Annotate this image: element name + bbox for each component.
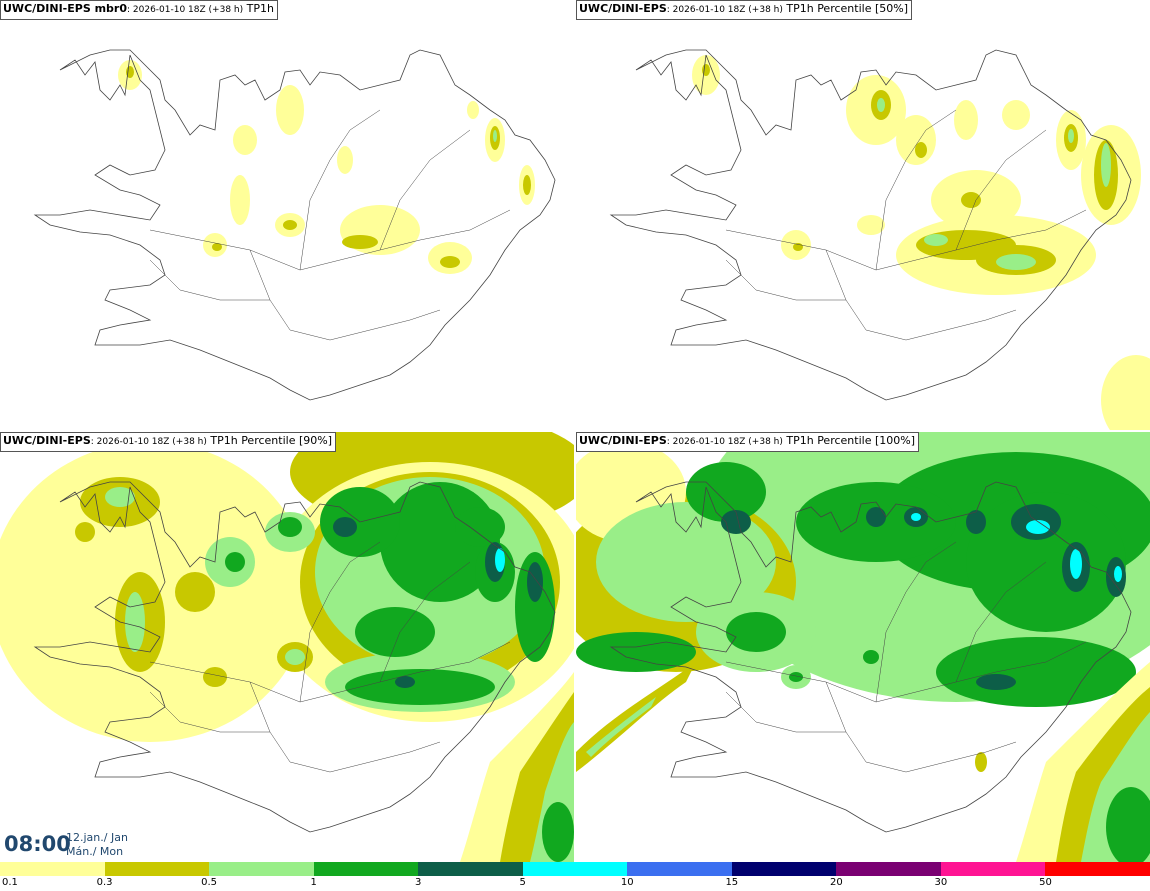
map-panel-p50: UWC/DINI-EPS: 2026-01-10 18Z (+38 h) TP1… xyxy=(576,0,1150,430)
roads xyxy=(149,541,511,773)
map-panel-p90: UWC/DINI-EPS: 2026-01-10 18Z (+38 h) TP1… xyxy=(0,432,574,862)
iceland-coastline xyxy=(609,481,1132,833)
legend-swatch xyxy=(940,862,1046,876)
legend-swatch xyxy=(418,862,523,876)
valid-time-box: 08:00 12.jan./ Jan Mán./ Mon xyxy=(0,826,140,862)
iceland-coastline xyxy=(609,49,1132,401)
legend-swatch xyxy=(1045,862,1150,876)
legend-label: 0.1 xyxy=(2,877,18,888)
precip-shading xyxy=(576,432,1150,862)
color-legend: 0.1 0.3 0.5 1 3 5 10 15 20 30 50 xyxy=(0,862,1150,891)
roads xyxy=(725,541,1087,773)
legend-swatch xyxy=(209,862,314,876)
legend-swatch xyxy=(627,862,732,876)
legend-label: 15 xyxy=(725,877,739,888)
legend-labels: 0.1 0.3 0.5 1 3 5 10 15 20 30 50 xyxy=(0,877,1150,891)
precip-shading xyxy=(692,55,1150,430)
product-name: TP1h Percentile [50%] xyxy=(782,2,908,15)
model-name: UWC/DINI-EPS xyxy=(3,434,91,447)
valid-time: 08:00 xyxy=(4,832,71,856)
precip-shading xyxy=(0,432,574,862)
legend-label: 5 xyxy=(519,877,526,888)
legend-label: 3 xyxy=(414,877,422,888)
valid-date: 12.jan./ Jan xyxy=(66,831,128,844)
legend-label: 0.5 xyxy=(201,877,218,888)
legend-label: 0.3 xyxy=(96,877,113,888)
model-name: UWC/DINI-EPS xyxy=(579,434,667,447)
model-name: UWC/DINI-EPS xyxy=(579,2,667,15)
panel-title: UWC/DINI-EPS: 2026-01-10 18Z (+38 h) TP1… xyxy=(0,432,336,452)
precip-map-p90 xyxy=(0,432,574,862)
panel-title: UWC/DINI-EPS: 2026-01-10 18Z (+38 h) TP1… xyxy=(576,0,912,20)
precip-shading xyxy=(118,60,535,274)
product-name: TP1h Percentile [90%] xyxy=(206,434,332,447)
panel-title: UWC/DINI-EPS mbr0: 2026-01-10 18Z (+38 h… xyxy=(0,0,278,20)
map-panel-mbr0: UWC/DINI-EPS mbr0: 2026-01-10 18Z (+38 h… xyxy=(0,0,574,430)
panel-divider-horizontal xyxy=(0,430,1150,432)
precip-map-p50 xyxy=(609,49,1150,430)
product-name: TP1h Percentile [100%] xyxy=(782,434,915,447)
iceland-coastline xyxy=(33,481,556,833)
run-time: : 2026-01-10 18Z (+38 h) xyxy=(127,5,244,15)
precip-map-mbr0 xyxy=(33,49,556,401)
model-name: UWC/DINI-EPS mbr0 xyxy=(3,2,127,15)
legend-label: 10 xyxy=(620,877,634,888)
legend-label: 1 xyxy=(310,877,317,888)
valid-weekday: Mán./ Mon xyxy=(66,845,124,858)
legend-swatch xyxy=(313,862,419,876)
panel-title: UWC/DINI-EPS: 2026-01-10 18Z (+38 h) TP1… xyxy=(576,432,919,452)
product-name: TP1h xyxy=(243,2,274,15)
legend-swatch xyxy=(104,862,210,876)
iceland-coastline xyxy=(33,49,556,401)
run-time: : 2026-01-10 18Z (+38 h) xyxy=(90,437,207,447)
roads xyxy=(149,109,511,341)
legend-label: 50 xyxy=(1039,877,1052,888)
legend-swatch xyxy=(836,862,941,876)
legend-swatch xyxy=(731,862,837,876)
legend-label: 30 xyxy=(934,877,948,888)
legend-swatch xyxy=(0,862,105,876)
legend-label: 20 xyxy=(829,877,843,888)
precip-map-p100 xyxy=(576,432,1150,862)
run-time: : 2026-01-10 18Z (+38 h) xyxy=(666,437,783,447)
roads xyxy=(725,109,1087,341)
legend-swatch xyxy=(522,862,628,876)
legend-colorbar xyxy=(0,862,1150,876)
map-panel-p100: UWC/DINI-EPS: 2026-01-10 18Z (+38 h) TP1… xyxy=(576,432,1150,862)
run-time: : 2026-01-10 18Z (+38 h) xyxy=(666,5,783,15)
